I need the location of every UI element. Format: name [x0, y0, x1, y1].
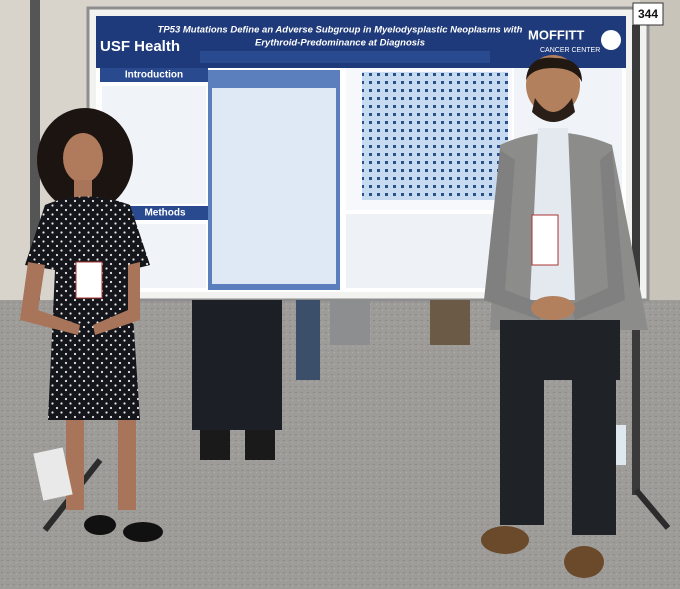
beard — [532, 98, 575, 122]
face — [526, 55, 580, 115]
shoe — [481, 526, 529, 554]
section-title: Methods — [144, 208, 186, 219]
arm — [93, 262, 140, 335]
visitor-leg — [430, 300, 470, 345]
poster-title: Erythroid-Predominance at Diagnosis — [255, 38, 425, 49]
moffitt-emblem — [601, 30, 621, 50]
hands — [531, 296, 575, 320]
section-title: Introduction — [125, 70, 183, 81]
moffitt-logo: MOFFITT — [528, 27, 584, 42]
visitor-leg — [245, 430, 275, 460]
arm — [570, 150, 625, 320]
trouser-leg — [572, 375, 616, 535]
hair — [526, 57, 582, 82]
section-header — [100, 68, 208, 82]
board-post — [30, 0, 40, 300]
trouser-leg — [500, 375, 544, 525]
poster-title: TP53 Mutations Define an Adverse Subgrou… — [158, 25, 523, 36]
leg — [66, 420, 84, 510]
paper-bag — [33, 447, 73, 501]
trousers — [500, 320, 620, 380]
shoe — [123, 522, 163, 542]
table-body — [212, 88, 336, 284]
dress — [25, 196, 150, 420]
visitor-leg — [200, 430, 230, 460]
leg — [118, 420, 136, 510]
neck — [74, 180, 92, 200]
shoe — [84, 515, 116, 535]
author-line — [200, 51, 490, 63]
heatmap — [362, 72, 508, 200]
poster-number: 344 — [638, 7, 658, 21]
shoe — [564, 546, 604, 578]
face — [63, 133, 103, 183]
arm — [20, 262, 80, 335]
usf-logo: USF Health — [100, 38, 180, 55]
board-post — [632, 25, 640, 495]
visitor-leg — [330, 300, 370, 345]
visitor — [192, 300, 282, 430]
badge — [75, 261, 103, 299]
board-foot — [633, 488, 671, 530]
badge — [531, 214, 559, 266]
survival-plot-panel — [346, 214, 512, 288]
poster-number-box — [632, 2, 664, 26]
moffitt-logo-sub: CANCER CENTER — [540, 47, 600, 54]
arm — [484, 150, 545, 320]
visitor-leg — [296, 300, 320, 380]
